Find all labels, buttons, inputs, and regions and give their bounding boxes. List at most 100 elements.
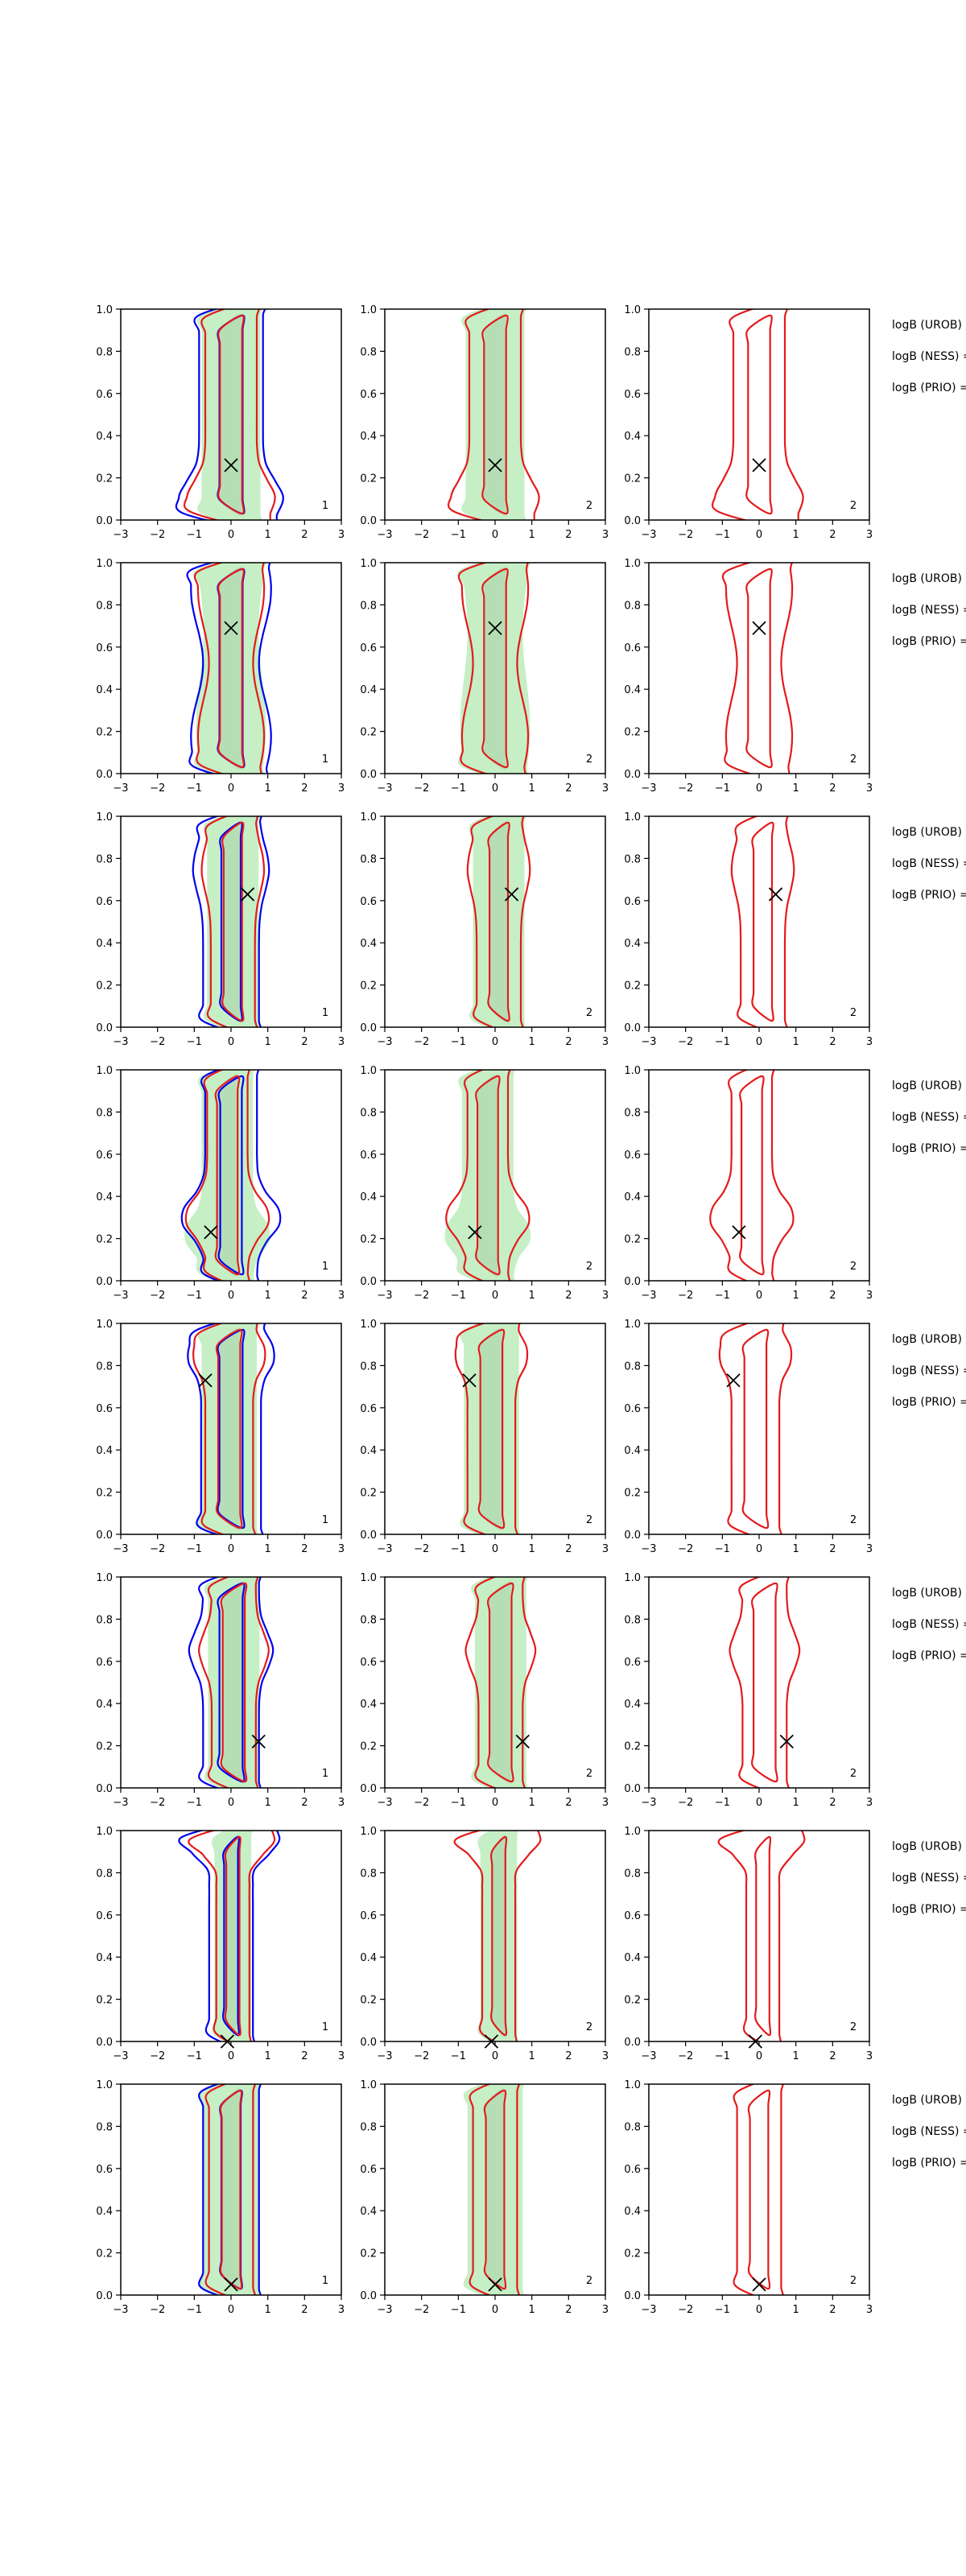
panel-corner-label: 1 — [322, 1768, 328, 1780]
panel-r1-c2: −3 −2 −1 0 1 2 3 0.0 0.2 0.4 0.6 0.8 1.0 2 — [360, 304, 609, 541]
y-tick-label: 0.2 — [624, 727, 641, 739]
logb-annotation: logB (UROB) = — [892, 1840, 966, 1853]
x-tick-label: 3 — [338, 2050, 345, 2062]
y-tick-label: 0.8 — [624, 1360, 641, 1373]
y-tick-label: 0.0 — [360, 1783, 377, 1795]
y-tick-label: 0.4 — [624, 1699, 641, 1711]
x-tick-label: 2 — [565, 1543, 572, 1555]
panel-corner-label: 1 — [322, 1261, 328, 1273]
x-tick-label: 0 — [492, 529, 498, 541]
x-tick-label: 1 — [265, 1290, 271, 1302]
contour-blue-outer — [188, 1577, 275, 1788]
contour-red-outer — [729, 1577, 801, 1788]
x-tick-label: −3 — [641, 782, 656, 795]
y-tick-label: 1.0 — [360, 811, 377, 824]
y-tick-label: 0.6 — [96, 1657, 113, 1669]
axes-frame — [648, 1323, 870, 1535]
y-tick-label: 0.0 — [96, 769, 113, 781]
y-tick-label: 0.0 — [96, 1530, 113, 1542]
x-tick-label: −3 — [113, 2050, 128, 2062]
y-tick-label: 1.0 — [624, 1572, 641, 1584]
x-tick-label: 3 — [602, 1543, 609, 1555]
y-tick-label: 0.0 — [360, 2037, 377, 2049]
logb-annotation: logB (PRIO) = — [892, 1903, 966, 1916]
density-fill-inner — [492, 1835, 506, 2037]
x-tick-label: 1 — [529, 1543, 535, 1555]
x-tick-label: 1 — [529, 529, 535, 541]
y-tick-label: 0.2 — [624, 1234, 641, 1246]
x-tick-label: −3 — [377, 2304, 392, 2316]
x-tick-label: 2 — [829, 1290, 836, 1302]
y-tick-label: 1.0 — [360, 1319, 377, 1331]
density-fill-inner — [217, 1327, 241, 1530]
y-tick-label: 1.0 — [360, 1826, 377, 1838]
y-tick-label: 0.2 — [96, 1741, 113, 1753]
panel-corner-label: 1 — [322, 500, 328, 512]
y-tick-label: 0.2 — [360, 473, 377, 485]
panel-corner-label: 1 — [322, 1007, 328, 1019]
x-tick-label: 0 — [756, 2050, 762, 2062]
contour-blue-outer — [187, 1323, 275, 1534]
contour-red-outer — [204, 2084, 257, 2295]
panel-r4-c2: −3 −2 −1 0 1 2 3 0.0 0.2 0.4 0.6 0.8 1.0 2 — [360, 1065, 609, 1302]
panel-corner-label: 2 — [850, 1261, 857, 1273]
x-tick-label: −2 — [150, 1290, 165, 1302]
y-tick-label: 0.2 — [96, 980, 113, 993]
x-tick-label: 2 — [301, 2304, 308, 2316]
true-value-marker — [468, 1225, 482, 1240]
y-tick-label: 0.6 — [96, 896, 113, 908]
y-tick-label: 0.8 — [624, 853, 641, 865]
x-tick-label: 2 — [565, 1036, 572, 1048]
x-tick-label: 2 — [829, 2304, 836, 2316]
contour-blue-outer — [198, 2084, 262, 2295]
panel-corner-label: 1 — [322, 2021, 328, 2033]
y-tick-label: 0.2 — [96, 473, 113, 485]
panel-corner-label: 2 — [850, 2275, 857, 2287]
y-tick-label: 0.2 — [624, 1995, 641, 2007]
contour-red-inner — [751, 1582, 778, 1783]
y-tick-label: 0.0 — [360, 2290, 377, 2302]
x-tick-label: 1 — [265, 2304, 271, 2316]
y-tick-label: 0.0 — [624, 1022, 641, 1034]
logb-annotation: logB (UROB) = — [892, 319, 966, 332]
y-tick-label: 0.6 — [624, 642, 641, 654]
axes-frame — [648, 1830, 870, 2042]
y-tick-label: 0.0 — [624, 515, 641, 527]
y-tick-label: 0.2 — [624, 2248, 641, 2260]
panel-r8-c3: −3 −2 −1 0 1 2 3 0.0 0.2 0.4 0.6 0.8 1.0 2 — [624, 2079, 873, 2316]
x-tick-label: 3 — [866, 2304, 873, 2316]
x-tick-label: −3 — [641, 1290, 656, 1302]
x-tick-label: −3 — [113, 782, 128, 795]
logb-annotation: logB (PRIO) = — [892, 1649, 966, 1662]
x-tick-label: 0 — [228, 2050, 234, 2062]
y-tick-label: 0.6 — [96, 1910, 113, 1922]
x-tick-label: 1 — [265, 1036, 271, 1048]
logb-annotation: logB (UROB) = — [892, 826, 966, 839]
y-tick-label: 0.4 — [360, 1445, 377, 1457]
true-value-marker — [198, 1373, 213, 1388]
y-tick-label: 0.8 — [96, 853, 113, 865]
panel-r4-c3: −3 −2 −1 0 1 2 3 0.0 0.2 0.4 0.6 0.8 1.0 2 — [624, 1065, 873, 1302]
y-tick-label: 0.8 — [624, 600, 641, 612]
y-tick-label: 0.8 — [360, 346, 377, 358]
contour-blue-outer — [178, 1831, 281, 2041]
x-tick-label: 1 — [793, 1797, 799, 1809]
x-tick-label: −1 — [715, 1290, 730, 1302]
x-tick-label: −2 — [150, 782, 165, 795]
x-tick-label: −2 — [414, 2304, 429, 2316]
y-tick-label: 0.0 — [624, 2290, 641, 2302]
y-tick-label: 1.0 — [96, 304, 113, 316]
panel-r3-c1: −3 −2 −1 0 1 2 3 0.0 0.2 0.4 0.6 0.8 1.0 1 — [96, 811, 345, 1048]
y-tick-label: 0.8 — [360, 1360, 377, 1373]
density-fill-inner — [219, 567, 243, 770]
y-tick-label: 0.2 — [360, 1995, 377, 2007]
x-tick-label: 3 — [602, 782, 609, 795]
panel-r1-c1: −3 −2 −1 0 1 2 3 0.0 0.2 0.4 0.6 0.8 1.0 1 — [96, 304, 345, 541]
contour-blue-outer — [186, 563, 272, 774]
density-fill-inner — [477, 1074, 499, 1277]
panel-corner-label: 2 — [850, 1514, 857, 1526]
x-tick-label: −1 — [451, 1543, 466, 1555]
logb-annotation: logB (UROB) = — [892, 572, 966, 585]
x-tick-label: −2 — [414, 1797, 429, 1809]
